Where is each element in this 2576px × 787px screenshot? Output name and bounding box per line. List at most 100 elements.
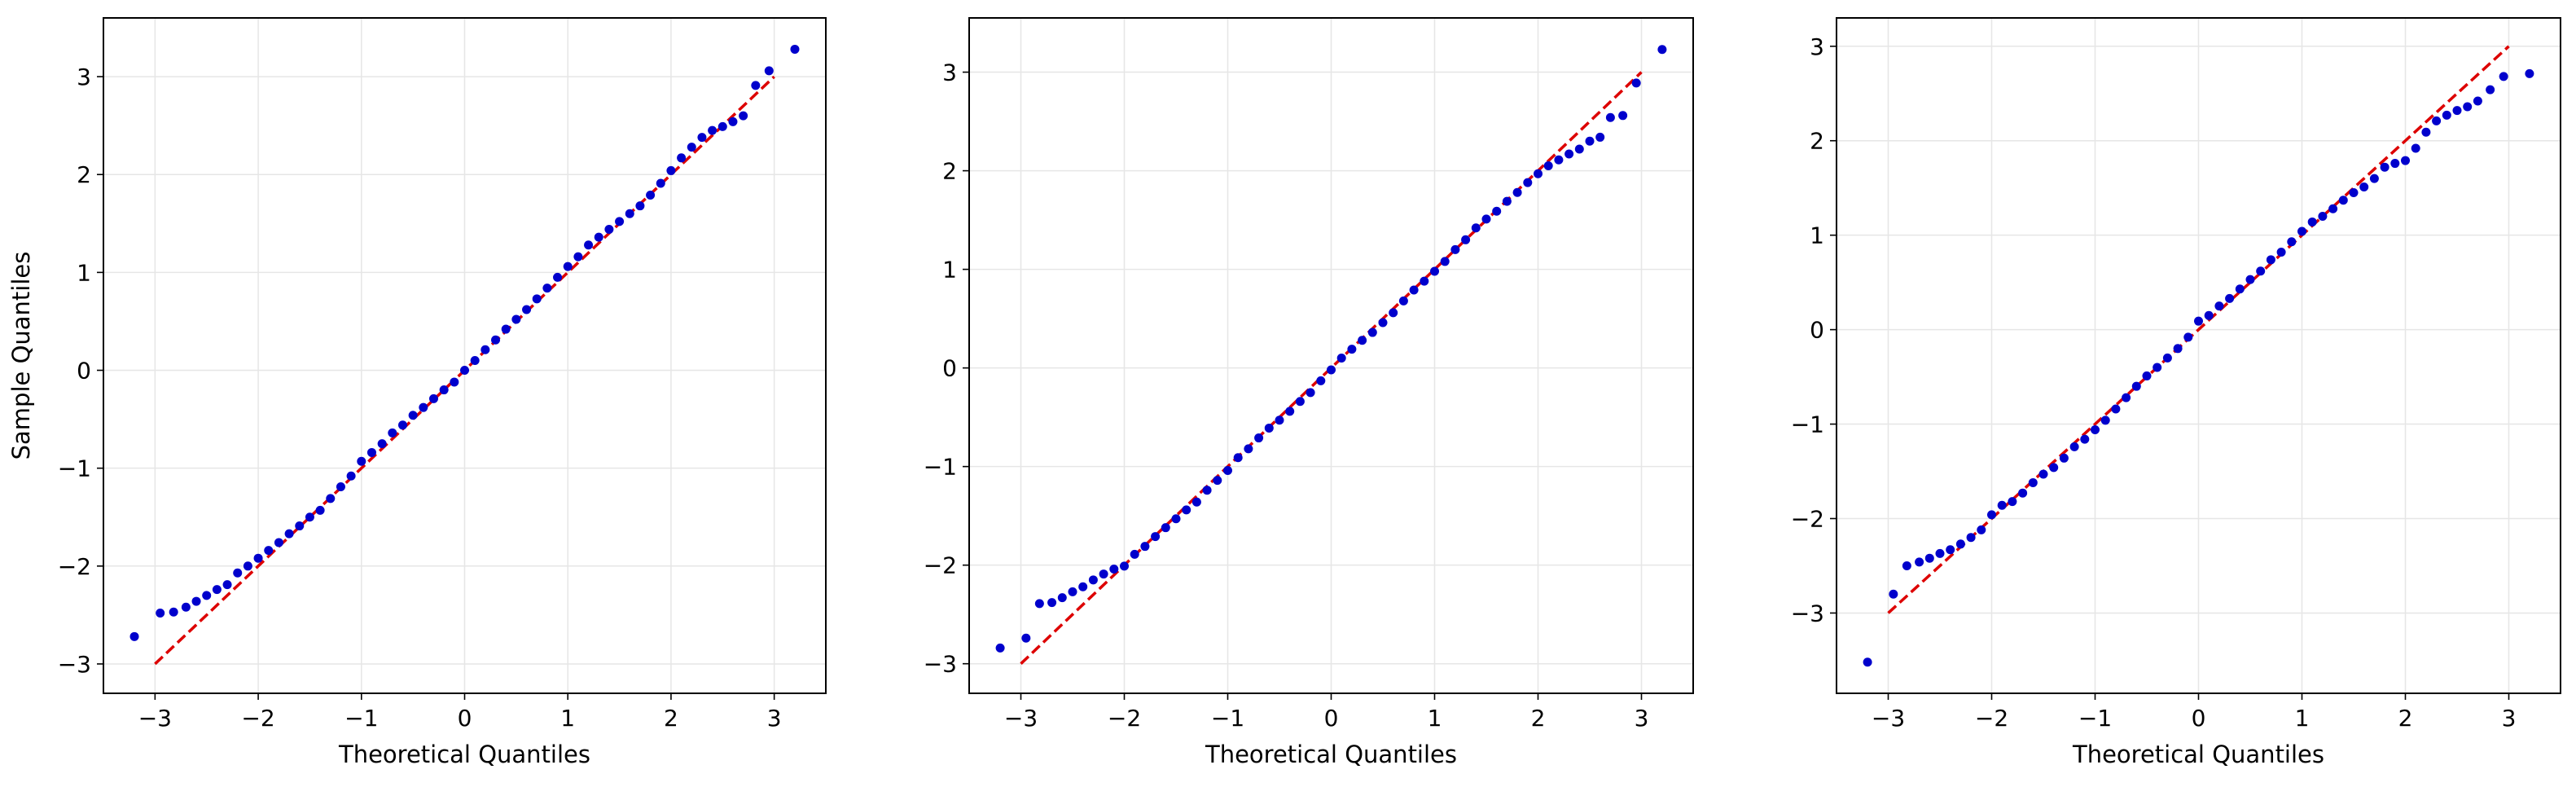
y-axis-label: Sample Quantiles (7, 252, 35, 460)
sample-point (1223, 465, 1232, 475)
sample-point (1554, 155, 1564, 165)
y-tick-label: −2 (924, 552, 957, 579)
sample-point (2028, 477, 2038, 487)
sample-point (1512, 187, 1522, 197)
sample-point (1450, 244, 1460, 254)
y-tick-label: 3 (77, 64, 91, 90)
sample-point (2162, 353, 2172, 363)
sample-point (2318, 211, 2328, 221)
qq-plot-panel-1: −3 −2 −1 0 1 2 3 −3 −2 −1 0 1 2 3 Theoretical Quanti… (7, 17, 827, 768)
x-tick-label: 1 (1428, 705, 1442, 732)
sample-point (2442, 110, 2451, 120)
sample-point (2297, 226, 2306, 236)
sample-point (1182, 505, 1191, 515)
qq-plot-panel-3: −3 −2 −1 0 1 2 3 −3 −2 −1 0 1 2 3 Theoretical Quanti… (1791, 17, 2561, 768)
sample-point (191, 596, 201, 606)
y-tick-label: 2 (77, 161, 91, 188)
sample-point (2183, 332, 2193, 342)
sample-point (1140, 542, 1150, 552)
sample-point (2038, 469, 2048, 479)
sample-point (1068, 587, 1077, 596)
sample-point (2049, 463, 2059, 473)
sample-point (295, 521, 305, 531)
sample-point (2287, 237, 2297, 247)
sample-point (1502, 196, 1512, 206)
sample-point (366, 447, 376, 457)
y-tick-label: −2 (1791, 506, 1824, 533)
sample-point (656, 178, 665, 188)
y-tick-label: 1 (942, 257, 957, 284)
sample-point (1285, 407, 1295, 416)
x-tick-label: 0 (2192, 705, 2206, 732)
sample-point (2359, 182, 2369, 192)
y-ticks: −3 −2 −1 0 1 2 3 (1791, 33, 1837, 627)
sample-point (677, 153, 687, 163)
sample-point (1021, 633, 1031, 643)
sample-point (2173, 344, 2183, 354)
sample-point (995, 643, 1005, 653)
sample-point (2142, 371, 2152, 380)
sample-point (1574, 144, 1584, 154)
x-tick-label: −3 (1872, 705, 1905, 732)
x-tick-label: 2 (664, 705, 678, 732)
x-ticks: −3 −2 −1 0 1 2 3 (138, 693, 782, 732)
sample-point (1863, 657, 1872, 667)
sample-point (1078, 582, 1088, 591)
sample-point (542, 284, 552, 293)
sample-point (326, 494, 336, 503)
sample-point (2307, 217, 2317, 226)
sample-point (2069, 442, 2079, 451)
sample-point (2338, 196, 2348, 205)
x-tick-label: −1 (1211, 705, 1244, 732)
sample-point (2486, 85, 2495, 95)
sample-point (532, 294, 542, 304)
sample-point (315, 505, 325, 515)
sample-point (790, 44, 800, 54)
y-tick-label: −1 (1791, 411, 1824, 438)
x-tick-label: 3 (1635, 705, 1649, 732)
sample-point (2204, 310, 2214, 320)
sample-point (1997, 500, 2007, 510)
x-tick-label: 3 (767, 705, 782, 732)
sample-point (1915, 557, 1924, 567)
sample-point (336, 481, 345, 491)
sample-point (284, 529, 294, 539)
sample-point (2276, 248, 2286, 257)
sample-point (2266, 255, 2275, 265)
sample-point (1889, 589, 1898, 599)
sample-point (1481, 214, 1491, 224)
sample-point (1420, 276, 1429, 286)
sample-point (2122, 393, 2131, 402)
sample-point (2194, 316, 2203, 326)
sample-point (1471, 223, 1481, 233)
sample-point (563, 262, 573, 271)
y-tick-label: 3 (942, 59, 957, 86)
sample-point (1631, 78, 1641, 88)
sample-point (2463, 102, 2473, 112)
x-tick-label: 0 (1324, 705, 1339, 732)
sample-point (428, 394, 438, 403)
sample-point (1275, 415, 1284, 425)
sample-point (1047, 598, 1057, 608)
sample-point (2452, 106, 2462, 116)
sample-point (764, 66, 774, 76)
y-tick-label: −3 (1791, 600, 1824, 627)
sample-point (1430, 266, 1439, 276)
sample-point (739, 111, 748, 121)
sample-point (460, 366, 469, 376)
sample-point (1151, 532, 1161, 542)
sample-point (1946, 545, 1955, 555)
x-tick-label: 3 (2502, 705, 2517, 732)
x-tick-label: 2 (2398, 705, 2413, 732)
sample-point (397, 420, 407, 430)
sample-point (481, 345, 490, 354)
sample-point (1034, 599, 1044, 609)
sample-point (1534, 169, 1543, 178)
sample-point (233, 568, 243, 578)
sample-point (1233, 453, 1243, 463)
sample-point (584, 240, 594, 250)
sample-point (388, 428, 397, 437)
sample-point (2349, 187, 2359, 197)
sample-point (1966, 533, 1976, 543)
sample-point (1264, 423, 1274, 433)
